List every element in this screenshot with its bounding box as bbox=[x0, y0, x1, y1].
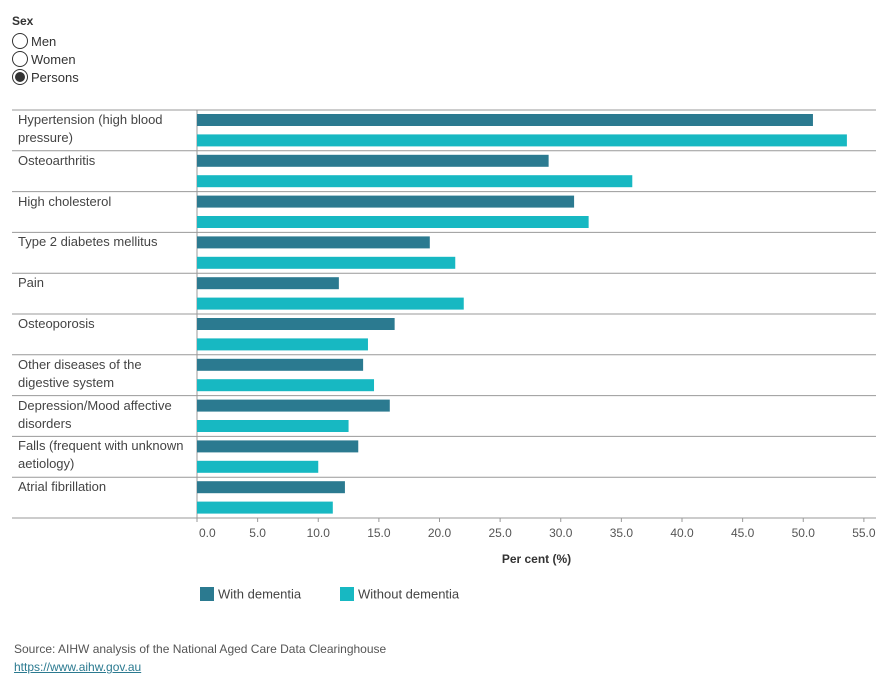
category-label: Osteoarthritis bbox=[18, 152, 96, 168]
radio-label[interactable]: Persons bbox=[31, 69, 79, 85]
category-label: Osteoporosis bbox=[18, 316, 95, 331]
category-label: Type 2 diabetes mellitus bbox=[18, 234, 158, 250]
bar bbox=[197, 420, 349, 432]
bar bbox=[197, 399, 390, 412]
x-tick-label: 50.0 bbox=[792, 526, 816, 540]
bar bbox=[197, 134, 847, 147]
x-tick-label: 55.0 bbox=[852, 526, 876, 540]
category-label: High cholesterol bbox=[18, 193, 112, 209]
radio-dot bbox=[15, 72, 25, 82]
radio-circle[interactable] bbox=[12, 33, 28, 49]
radio-label[interactable]: Men bbox=[31, 33, 57, 49]
legend-swatch bbox=[200, 587, 214, 601]
category-label: Hypertension (high blood pressure) bbox=[18, 112, 163, 145]
source: Source: AIHW analysis of the National Ag… bbox=[14, 642, 387, 656]
x-tick-label: 40.0 bbox=[670, 526, 694, 540]
bar bbox=[197, 481, 345, 494]
radio-option[interactable]: Women bbox=[12, 50, 79, 68]
bar bbox=[197, 114, 813, 126]
bar bbox=[197, 501, 333, 514]
radio-option[interactable]: Persons bbox=[12, 68, 79, 86]
bar bbox=[197, 277, 339, 290]
x-tick-label: 35.0 bbox=[610, 526, 634, 540]
category-label: Depression/Mood affective disorders bbox=[18, 397, 172, 431]
x-tick-label: 15.0 bbox=[367, 526, 391, 540]
bar bbox=[197, 154, 549, 167]
legend-swatch bbox=[340, 587, 354, 601]
legend-label: With dementia bbox=[218, 586, 302, 601]
category-label: Atrial fibrillation bbox=[18, 479, 107, 495]
bar bbox=[197, 297, 464, 310]
bar bbox=[197, 460, 319, 473]
filter-label: Sex bbox=[12, 14, 34, 28]
bar bbox=[197, 236, 430, 249]
category-label: Other diseases of the digestive system bbox=[18, 356, 142, 390]
radio-option[interactable]: Men bbox=[12, 32, 79, 50]
radio-circle[interactable] bbox=[12, 69, 28, 85]
category-label: Falls (frequent with unknown aetiology) bbox=[18, 438, 184, 472]
radio-label[interactable]: Women bbox=[31, 51, 76, 67]
bar bbox=[197, 256, 456, 269]
bar bbox=[197, 216, 589, 228]
x-tick-label: 5.0 bbox=[249, 526, 266, 540]
bar bbox=[197, 195, 575, 208]
filter-group: Men Women Persons bbox=[12, 32, 79, 86]
x-axis-title: Per cent (%) bbox=[502, 552, 571, 566]
bar bbox=[197, 440, 359, 453]
category-label: Pain bbox=[18, 275, 45, 291]
legend-label: Without dementia bbox=[358, 586, 460, 601]
source-link[interactable]: https://www.aihw.gov.au bbox=[14, 660, 142, 674]
x-tick-label: 20.0 bbox=[428, 526, 452, 540]
x-tick-label: 25.0 bbox=[488, 526, 512, 540]
bar bbox=[197, 318, 395, 330]
x-tick-label: 45.0 bbox=[731, 526, 755, 540]
radio-circle[interactable] bbox=[12, 51, 28, 67]
bar bbox=[197, 379, 375, 392]
bar bbox=[197, 175, 633, 188]
bar bbox=[197, 338, 368, 351]
x-tick-label: 30.0 bbox=[549, 526, 573, 540]
x-tick-label: 0.0 bbox=[199, 526, 216, 540]
bar bbox=[197, 358, 364, 371]
x-tick-label: 10.0 bbox=[307, 526, 331, 540]
